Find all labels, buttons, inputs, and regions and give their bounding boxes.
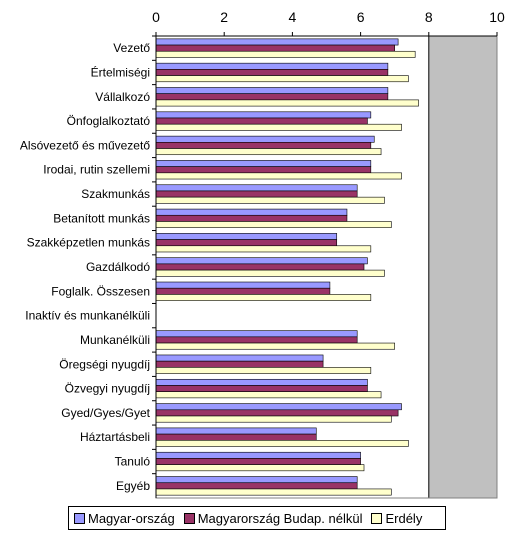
- bar-3-18: [155, 464, 365, 472]
- bar-3-11: [155, 294, 372, 301]
- category-label-2: Értelmiségi: [91, 64, 150, 79]
- bar-3-15: [155, 391, 382, 399]
- category-label-12: Inaktív és munkanélküli: [25, 309, 150, 323]
- bar-3-6: [155, 172, 402, 180]
- bar-1-8: [155, 208, 348, 216]
- bar-1-15: [155, 378, 368, 386]
- bar-2-13: [155, 336, 358, 344]
- x-tick-label-4: 6: [357, 9, 365, 25]
- bar-3-13: [155, 342, 395, 350]
- legend-label-2: Magyarország Budap. nélkül: [197, 510, 363, 526]
- x-tick-label-5: 8: [425, 9, 433, 25]
- bar-3-17: [155, 440, 409, 447]
- bar-1-4: [155, 111, 372, 119]
- category-label-6: Irodai, rutin szellemi: [43, 163, 150, 177]
- bar-1-11: [155, 281, 331, 289]
- bar-3-9: [155, 245, 372, 253]
- bar-3-14: [155, 367, 372, 374]
- x-tick-label-1: 0: [152, 9, 160, 25]
- bar-2-8: [155, 214, 348, 222]
- bar-3-10: [155, 269, 385, 277]
- bar-2-5: [155, 142, 372, 149]
- bar-2-15: [155, 385, 368, 392]
- x-tick-label-3: 4: [289, 9, 297, 25]
- bar-2-10: [155, 263, 365, 271]
- bar-3-1: [155, 50, 416, 58]
- bar-2-11: [155, 287, 331, 295]
- bar-2-14: [155, 360, 324, 368]
- category-label-10: Gazdálkodó: [86, 260, 150, 274]
- bar-2-3: [155, 93, 389, 101]
- bar-2-18: [155, 458, 361, 465]
- category-label-19: Egyéb: [116, 479, 150, 493]
- legend-swatch-3: [371, 512, 383, 524]
- category-label-16: Gyed/Gyes/Gyet: [61, 406, 150, 420]
- bar-3-5: [155, 148, 382, 156]
- bar-2-9: [155, 239, 338, 247]
- bar-2-19: [155, 482, 358, 490]
- category-label-3: Vállalkozó: [95, 90, 150, 104]
- bar-1-5: [155, 135, 375, 143]
- category-label-4: Önfoglalkoztató: [67, 114, 151, 128]
- legend-item-3: Erdély: [371, 511, 422, 526]
- category-label-11: Foglalk. Összesen: [51, 284, 150, 298]
- bar-3-7: [155, 196, 385, 204]
- category-label-9: Szakképzetlen munkás: [27, 236, 150, 250]
- category-label-18: Tanuló: [115, 455, 151, 469]
- bar-2-4: [155, 117, 368, 125]
- bar-1-1: [155, 38, 399, 46]
- legend-item-1: Magyar-ország: [74, 511, 175, 526]
- bar-3-2: [155, 75, 409, 83]
- bar-2-17: [155, 433, 317, 441]
- category-label-8: Betanított munkás: [53, 211, 150, 225]
- bar-1-16: [155, 403, 402, 411]
- bar-3-19: [155, 488, 392, 496]
- bar-2-16: [155, 409, 399, 417]
- bar-1-3: [155, 87, 389, 94]
- x-tick-label-6: 10: [489, 9, 505, 25]
- category-label-13: Munkanélküli: [80, 333, 150, 347]
- bar-1-14: [155, 354, 324, 362]
- bar-1-7: [155, 184, 358, 192]
- legend-item-2: Magyarország Budap. nélkül: [183, 510, 363, 526]
- chart-legend: Magyar-ország Magyarország Budap. nélkül E…: [68, 506, 446, 530]
- legend-swatch-1: [74, 512, 85, 524]
- bar-3-3: [155, 99, 419, 107]
- bar-1-6: [155, 160, 372, 167]
- bar-1-13: [155, 330, 358, 338]
- bar-3-4: [155, 123, 402, 131]
- category-label-17: Háztartásbeli: [80, 430, 150, 444]
- bar-1-19: [155, 476, 358, 484]
- bar-2-6: [155, 166, 372, 174]
- bar-2-7: [155, 190, 358, 198]
- bar-1-10: [155, 257, 368, 265]
- legend-swatch-2: [183, 512, 195, 524]
- x-tick-label-2: 2: [220, 9, 228, 25]
- category-label-14: Öregségi nyugdíj: [59, 357, 150, 371]
- bar-1-9: [155, 233, 338, 240]
- bar-2-2: [155, 69, 389, 76]
- bar-3-8: [155, 221, 392, 228]
- category-label-1: Vezető: [113, 41, 150, 55]
- bar-1-18: [155, 451, 361, 459]
- bar-1-2: [155, 62, 389, 70]
- bar-1-17: [155, 427, 317, 435]
- category-label-5: Alsóvezető és művezető: [20, 138, 150, 152]
- legend-label-1: Magyar-ország: [88, 510, 175, 526]
- bar-2-1: [155, 44, 395, 52]
- shaded-band: [428, 36, 497, 498]
- legend-label-3: Erdély: [385, 510, 423, 526]
- category-label-7: Szakmunkás: [81, 187, 150, 201]
- category-label-15: Özvegyi nyugdíj: [65, 382, 150, 396]
- bar-3-16: [155, 415, 392, 423]
